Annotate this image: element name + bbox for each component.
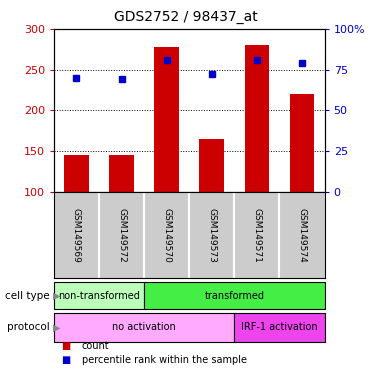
Bar	[154, 47, 179, 192]
Bar	[54, 282, 144, 309]
Bar	[54, 313, 234, 342]
Text: GSM149574: GSM149574	[298, 208, 306, 263]
Bar	[144, 282, 325, 309]
Text: transformed: transformed	[204, 291, 265, 301]
Text: ■: ■	[61, 341, 70, 351]
Text: GDS2752 / 98437_at: GDS2752 / 98437_at	[114, 10, 257, 23]
Text: GSM149572: GSM149572	[117, 208, 126, 263]
Text: GSM149573: GSM149573	[207, 208, 216, 263]
Text: ■: ■	[61, 355, 70, 365]
Text: GSM149570: GSM149570	[162, 208, 171, 263]
Text: cell type: cell type	[6, 291, 50, 301]
Text: ▶: ▶	[53, 322, 60, 333]
Bar	[199, 139, 224, 192]
Text: GSM149571: GSM149571	[252, 208, 262, 263]
Bar	[290, 94, 315, 192]
Bar	[64, 155, 89, 192]
Text: GSM149569: GSM149569	[72, 208, 81, 263]
Text: non-transformed: non-transformed	[58, 291, 140, 301]
Bar	[109, 155, 134, 192]
Bar	[234, 313, 325, 342]
Text: percentile rank within the sample: percentile rank within the sample	[82, 355, 247, 365]
Bar	[244, 45, 269, 192]
Text: ▶: ▶	[53, 291, 60, 301]
Text: protocol: protocol	[7, 322, 50, 333]
Text: IRF-1 activation: IRF-1 activation	[241, 322, 318, 333]
Text: count: count	[82, 341, 109, 351]
Text: no activation: no activation	[112, 322, 176, 333]
